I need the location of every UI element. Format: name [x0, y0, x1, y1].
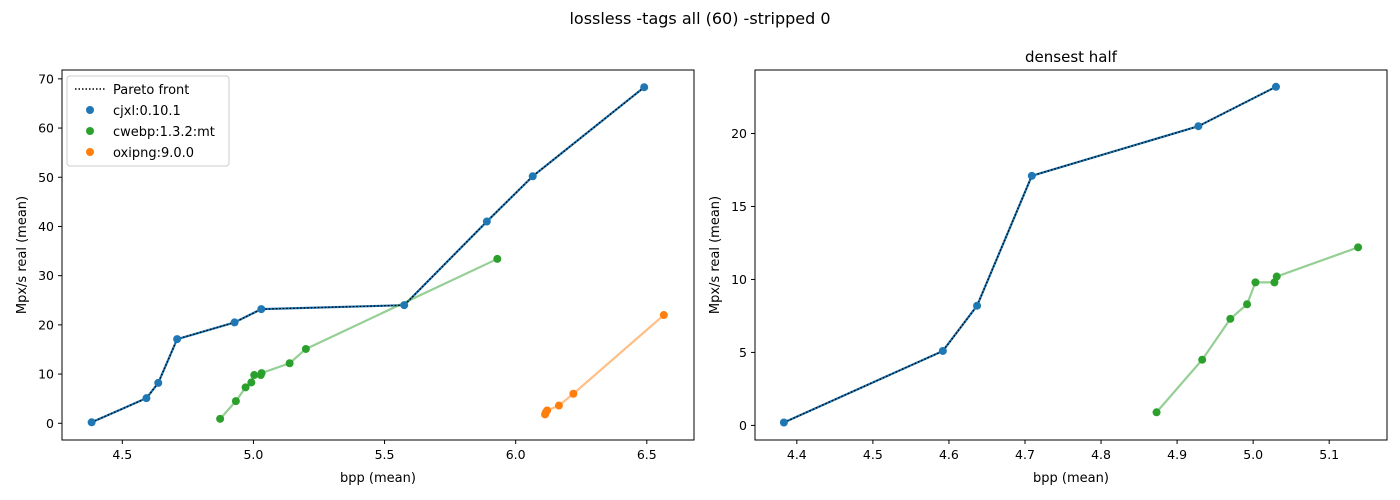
panel1-point-cjxl-0-10-1-5 — [1271, 82, 1280, 91]
panel0-point-cjxl-0-10-1-9 — [640, 83, 649, 92]
panel1-y-axis-label: Mpx/s real (mean) — [708, 196, 723, 314]
panel1-point-cjxl-0-10-1-2 — [973, 301, 982, 310]
panel1-point-cjxl-0-10-1-1 — [938, 346, 947, 355]
right-chart-panel: 4.4 4.5 4.6 4.7 4.8 4.9 5.0 5.1 0 5 10 15 20 bpp (mea… — [708, 48, 1388, 486]
legend-cwebp-marker — [86, 127, 94, 135]
panel0-axes-frame — [61, 69, 695, 441]
panel1-axes-frame — [754, 69, 1388, 441]
panel1-point-cwebp-1-3-2-mt-3 — [1243, 300, 1252, 309]
panel1-point-cwebp-1-3-2-mt-6 — [1272, 272, 1281, 281]
panel0-point-cjxl-0-10-1-6 — [400, 301, 409, 310]
panel1-point-cwebp-1-3-2-mt-7 — [1354, 243, 1363, 252]
panel1-point-cjxl-0-10-1-3 — [1027, 171, 1036, 180]
panel1-point-cjxl-0-10-1-0 — [779, 418, 788, 427]
panel0-point-cwebp-1-3-2-mt-1 — [231, 397, 240, 406]
panel0-y-tick-label-40: 40 — [38, 219, 54, 234]
legend-cjxl-marker — [86, 106, 94, 114]
panel0-point-oxipng-9-0-0-2 — [543, 406, 552, 415]
panel0-point-oxipng-9-0-0-5 — [659, 311, 668, 320]
panel0-y-tick-label-50: 50 — [38, 170, 54, 185]
panel0-point-cwebp-1-3-2-mt-4 — [250, 371, 259, 380]
panel0-point-oxipng-9-0-0-3 — [554, 401, 563, 410]
panel0-point-cjxl-0-10-1-5 — [257, 305, 266, 314]
panel1-x-tick-label-4-6: 4.6 — [939, 447, 959, 462]
panel0-point-cjxl-0-10-1-4 — [230, 318, 239, 327]
panel0-point-oxipng-9-0-0-4 — [569, 389, 578, 398]
panel1-y-tick-label-20: 20 — [731, 126, 747, 141]
legend: Pareto front cjxl:0.10.1 cwebp:1.3.2:mt … — [66, 75, 230, 167]
panel0-x-axis-label: bpp (mean) — [340, 471, 416, 486]
panel0-x-tick-label-5-5: 5.5 — [375, 447, 395, 462]
panel0-point-cjxl-0-10-1-3 — [173, 335, 182, 344]
legend-label-oxipng: oxipng:9.0.0 — [113, 146, 194, 161]
legend-box — [66, 75, 230, 167]
panel0-point-cjxl-0-10-1-8 — [528, 172, 537, 181]
panel0-point-cjxl-0-10-1-0 — [87, 418, 96, 427]
panel0-x-tick-label-4-5: 4.5 — [112, 447, 132, 462]
panel1-y-tick-label-15: 15 — [731, 199, 747, 214]
panel1-x-tick-label-4-5: 4.5 — [863, 447, 883, 462]
left-chart-panel: 4.5 5.0 5.5 6.0 6.5 0 10 20 30 40 50 60 70 bpp (mean)… — [15, 69, 695, 486]
panel0-point-cwebp-1-3-2-mt-9 — [493, 254, 502, 263]
panel1-y-tick-label-0: 0 — [739, 418, 747, 433]
panel0-y-tick-label-70: 70 — [38, 71, 54, 86]
panel0-point-cwebp-1-3-2-mt-2 — [241, 383, 250, 392]
panel1-point-cjxl-0-10-1-4 — [1194, 122, 1203, 131]
panel1-point-cwebp-1-3-2-mt-2 — [1226, 314, 1235, 323]
panel0-x-tick-label-6-5: 6.5 — [637, 447, 657, 462]
legend-label-cwebp: cwebp:1.3.2:mt — [113, 125, 215, 140]
panel0-y-tick-label-30: 30 — [38, 268, 54, 283]
panel1-x-tick-label-5-1: 5.1 — [1319, 447, 1339, 462]
panel0-series-line-cjxl-0-10-1 — [91, 86, 645, 424]
panel1-point-cwebp-1-3-2-mt-1 — [1198, 355, 1207, 364]
panel0-point-cwebp-1-3-2-mt-0 — [216, 414, 225, 423]
legend-label-cjxl: cjxl:0.10.1 — [113, 104, 181, 119]
panel1-y-tick-label-5: 5 — [739, 345, 747, 360]
panel0-point-cwebp-1-3-2-mt-7 — [285, 359, 294, 368]
panel1-x-tick-label-5-0: 5.0 — [1243, 447, 1263, 462]
panel0-y-tick-label-60: 60 — [38, 121, 54, 136]
panel1-x-tick-label-4-7: 4.7 — [1015, 447, 1035, 462]
panel1-x-tick-label-4-9: 4.9 — [1167, 447, 1187, 462]
panel0-point-cjxl-0-10-1-7 — [482, 217, 491, 226]
panel0-x-tick-label-5-0: 5.0 — [243, 447, 263, 462]
panel1-point-cwebp-1-3-2-mt-4 — [1251, 278, 1260, 287]
panel1-pareto-front-line — [783, 86, 1277, 424]
panel1-chart-title: densest half — [1025, 48, 1118, 66]
panel0-x-tick-label-6-0: 6.0 — [506, 447, 526, 462]
panel0-point-cwebp-1-3-2-mt-8 — [301, 344, 310, 353]
panel0-y-tick-label-10: 10 — [38, 367, 54, 382]
panel1-y-tick-label-10: 10 — [731, 272, 747, 287]
panel0-point-cwebp-1-3-2-mt-6 — [257, 369, 266, 378]
panel0-point-cjxl-0-10-1-1 — [142, 394, 151, 403]
panel0-y-tick-label-20: 20 — [38, 317, 54, 332]
legend-oxipng-marker — [86, 148, 94, 156]
legend-label-pareto: Pareto front — [113, 83, 189, 98]
panel0-point-cjxl-0-10-1-2 — [154, 378, 163, 387]
panel1-point-cwebp-1-3-2-mt-0 — [1152, 408, 1161, 417]
panel0-y-axis-label: Mpx/s real (mean) — [15, 196, 30, 314]
panel0-y-tick-label-0: 0 — [46, 416, 54, 431]
panel1-x-tick-label-4-8: 4.8 — [1091, 447, 1111, 462]
panel1-x-tick-label-4-4: 4.4 — [787, 447, 807, 462]
panel0-point-cwebp-1-3-2-mt-3 — [247, 378, 256, 387]
panel1-x-axis-label: bpp (mean) — [1033, 471, 1109, 486]
figure-suptitle: lossless -tags all (60) -stripped 0 — [569, 9, 830, 28]
